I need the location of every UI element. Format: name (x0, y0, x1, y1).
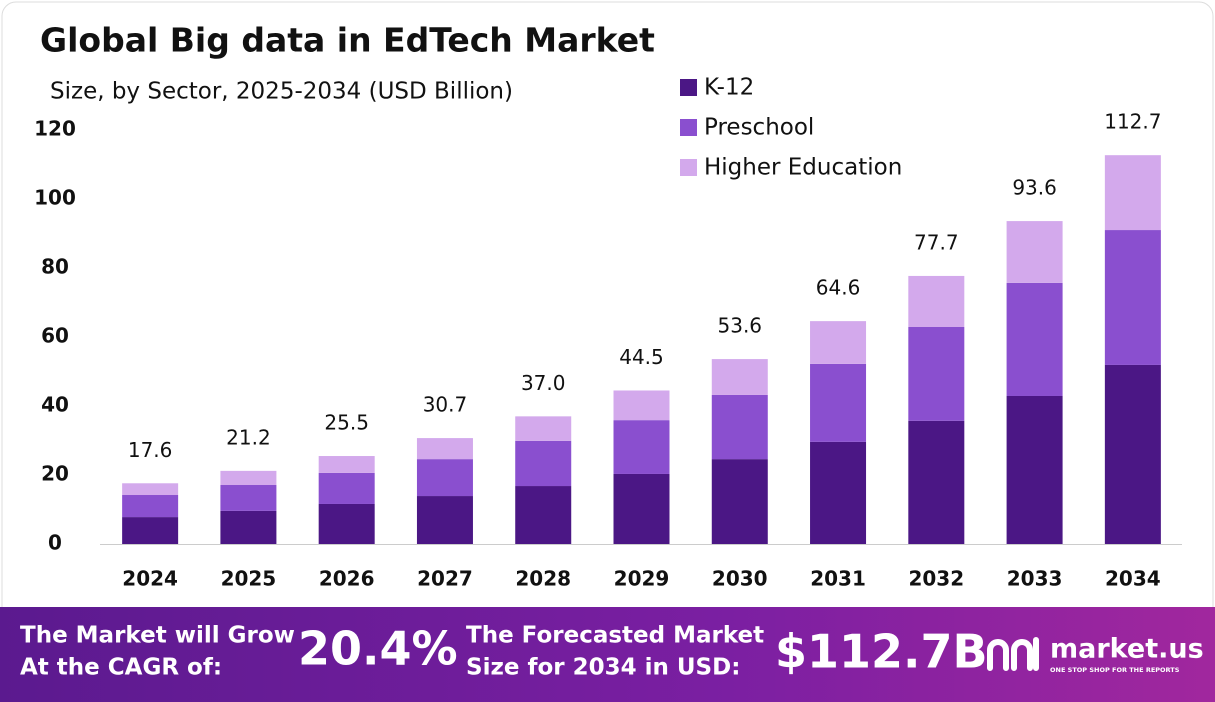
y-tick-label: 40 (41, 393, 69, 417)
bar-segment (1006, 282, 1063, 396)
bar-segment (711, 394, 768, 460)
bar-segment (810, 363, 867, 442)
bar-segment (220, 485, 277, 511)
forecast-text: The Forecasted Market (466, 623, 764, 649)
legend-label: Higher Education (704, 155, 902, 181)
x-tick-label: 2029 (614, 567, 670, 591)
tagline: ONE STOP SHOP FOR THE REPORTS (1050, 666, 1180, 674)
y-tick-label: 120 (34, 117, 76, 141)
y-tick-label: 100 (34, 186, 76, 210)
bar-segment (908, 420, 965, 544)
total-label: 64.6 (816, 276, 861, 300)
y-tick-label: 60 (41, 324, 69, 348)
bar-segment (416, 496, 473, 544)
x-tick-label: 2030 (712, 567, 768, 591)
bar-segment (416, 438, 473, 460)
bar-segment (122, 495, 179, 518)
bar-segment (220, 470, 277, 486)
y-tick-label: 80 (41, 255, 69, 279)
bar-segment (908, 326, 965, 421)
bar-segment (1104, 155, 1161, 231)
total-label: 44.5 (619, 345, 664, 369)
total-label: 77.7 (914, 230, 959, 254)
chart-subtitle: Size, by Sector, 2025-2034 (USD Billion) (50, 79, 513, 105)
total-label: 37.0 (521, 371, 566, 395)
bar-segment (1104, 230, 1161, 365)
bar-segment (1006, 395, 1063, 544)
bar-segment (810, 321, 867, 364)
bar-segment (515, 440, 572, 487)
bar-segment (613, 420, 670, 474)
legend-label: K-12 (704, 75, 754, 101)
bar-segment (1104, 364, 1161, 544)
brand: market.us (1050, 634, 1204, 665)
x-tick-label: 2028 (515, 567, 571, 591)
legend-swatch (680, 159, 697, 176)
bar-segment (122, 517, 179, 544)
x-tick-label: 2027 (417, 567, 473, 591)
x-tick-label: 2026 (319, 567, 375, 591)
brand-logo (987, 637, 1039, 671)
total-label: 25.5 (324, 411, 369, 435)
bar-segment (318, 503, 375, 544)
bar-segment (711, 359, 768, 395)
x-tick-label: 2033 (1007, 567, 1063, 591)
bar-segment (613, 473, 670, 544)
x-tick-label: 2024 (122, 567, 178, 591)
bar-segment (810, 441, 867, 544)
cagr-value: 20.4% (298, 622, 458, 676)
footer: The Market will Grow At the CAGR of: 20.… (20, 622, 1204, 681)
cagr-text: The Market will Grow (20, 623, 295, 649)
forecast-text: Size for 2034 in USD: (466, 655, 740, 681)
total-label: 112.7 (1104, 110, 1161, 134)
x-tick-label: 2025 (221, 567, 277, 591)
bar-segment (515, 416, 572, 441)
bar-segment (318, 472, 375, 504)
bar-segment (908, 275, 965, 327)
y-tick-label: 0 (48, 531, 62, 555)
chart-title: Global Big data in EdTech Market (40, 21, 655, 60)
bar-segment (318, 456, 375, 473)
x-tick-label: 2031 (810, 567, 866, 591)
bar-segment (220, 510, 277, 544)
legend-label: Preschool (704, 115, 814, 141)
total-label: 17.6 (128, 438, 173, 462)
bar-segment (515, 486, 572, 544)
bar-segment (1006, 221, 1063, 283)
legend-swatch (680, 119, 697, 136)
forecast-value: $112.7B (775, 625, 988, 679)
total-label: 53.6 (718, 314, 763, 338)
x-tick-label: 2034 (1105, 567, 1161, 591)
legend-swatch (680, 79, 697, 96)
total-label: 93.6 (1012, 176, 1057, 200)
y-tick-label: 20 (41, 462, 69, 486)
cagr-text: At the CAGR of: (20, 655, 222, 681)
bar-segment (416, 459, 473, 497)
x-tick-label: 2032 (908, 567, 964, 591)
bar-segment (122, 483, 179, 496)
total-label: 30.7 (423, 393, 468, 417)
total-label: 21.2 (226, 425, 271, 449)
bar-segment (711, 459, 768, 544)
bar-segment (613, 390, 670, 421)
